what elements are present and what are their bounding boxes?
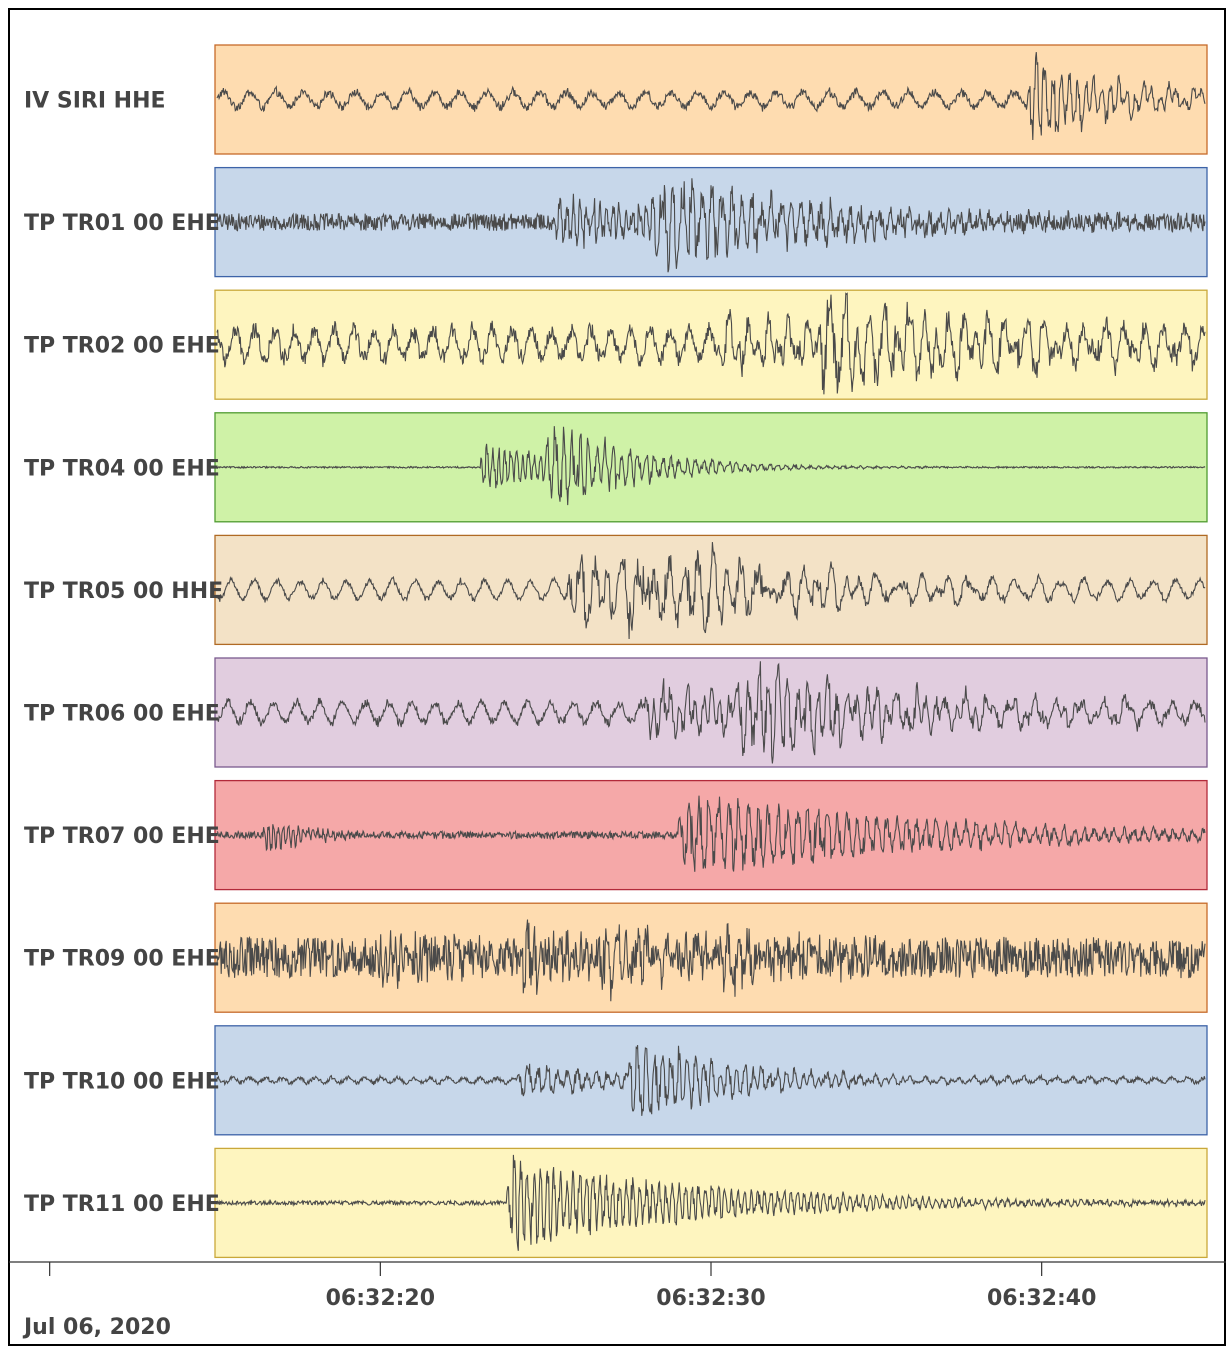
x-tick-label-2: 06:32:20 <box>326 1286 435 1311</box>
seismic-trace-4 <box>216 426 1206 506</box>
station-label-3: TP TR02 00 EHE <box>24 334 220 359</box>
station-label-4: TP TR04 00 EHE <box>24 456 220 481</box>
trace-panels: IV SIRI HHE TP TR01 00 EHE TP TR02 00 EHE T… <box>24 44 1208 1259</box>
time-axis: 06:32:20 06:32:30 06:32:40 <box>9 1261 1226 1311</box>
station-label-5: TP TR05 00 HHE <box>24 579 223 604</box>
seismic-trace-9 <box>216 1044 1206 1116</box>
station-label-8: TP TR09 00 EHE <box>24 947 220 972</box>
station-label-1: IV SIRI HHE <box>24 89 166 114</box>
trace-panel-5 <box>214 534 1208 646</box>
seismic-trace-7 <box>216 795 1206 872</box>
trace-panel-3 <box>214 289 1208 400</box>
date-label: Jul 06, 2020 <box>22 1315 171 1340</box>
seismic-trace-8 <box>216 919 1206 1002</box>
station-label-9: TP TR10 00 EHE <box>24 1069 220 1094</box>
trace-panel-9 <box>214 1025 1208 1136</box>
station-label-6: TP TR06 00 EHE <box>24 702 220 727</box>
seismic-trace-10 <box>216 1154 1206 1251</box>
seismic-trace-5 <box>216 542 1206 640</box>
station-label-2: TP TR01 00 EHE <box>24 211 220 236</box>
seismic-trace-3 <box>216 292 1206 395</box>
station-label-7: TP TR07 00 EHE <box>24 824 220 849</box>
trace-panel-6 <box>214 657 1208 768</box>
seismic-trace-2 <box>216 178 1206 273</box>
x-tick-label-4: 06:32:40 <box>987 1286 1096 1311</box>
seismic-trace-6 <box>216 661 1206 764</box>
station-label-10: TP TR11 00 EHE <box>24 1192 220 1217</box>
seismic-trace-1 <box>216 52 1206 141</box>
x-tick-label-3: 06:32:30 <box>656 1286 765 1311</box>
